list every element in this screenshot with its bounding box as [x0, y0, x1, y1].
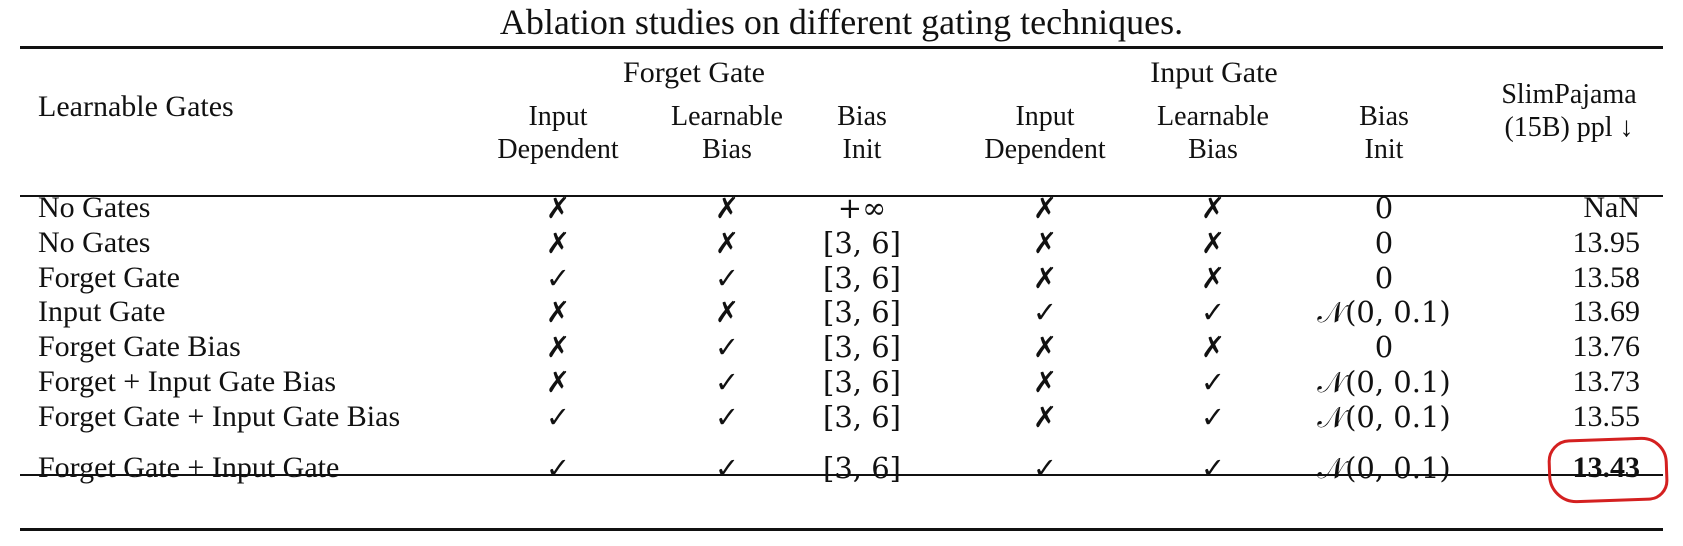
- cell-f-dep: ✗: [545, 295, 571, 329]
- cell-i-init: 𝒩(0, 0.1): [1317, 451, 1451, 485]
- cell-i-dep: ✓: [1032, 295, 1058, 329]
- cell-ppl: 13.76: [1572, 330, 1641, 363]
- mid-rule: [20, 474, 1663, 476]
- header-input-input-dependent: Input Dependent: [984, 100, 1105, 166]
- cell-name: Forget Gate Bias: [38, 330, 241, 363]
- cell-f-dep: ✗: [545, 191, 571, 225]
- bottom-rule: [20, 528, 1663, 531]
- cell-f-dep: ✗: [545, 365, 571, 399]
- cell-f-dep: ✓: [545, 451, 571, 485]
- header-line: Init: [1364, 134, 1404, 165]
- cell-i-init: 0: [1374, 191, 1394, 225]
- cell-name: No Gates: [38, 226, 151, 259]
- cell-i-dep: ✗: [1032, 261, 1058, 295]
- cell-ppl: 13.73: [1572, 365, 1641, 398]
- cell-f-dep: ✗: [545, 226, 571, 260]
- cell-name: Forget Gate: [38, 261, 180, 294]
- cell-f-init: [3, 6]: [823, 261, 901, 295]
- cell-f-init: [3, 6]: [823, 451, 901, 485]
- header-input-bias-init: Bias Init: [1359, 100, 1409, 166]
- cell-f-init: +∞: [837, 191, 887, 225]
- header-forget-input-dependent: Input Dependent: [497, 100, 618, 166]
- header-forget-bias-init: Bias Init: [837, 100, 887, 166]
- cell-f-lb: ✓: [714, 365, 740, 399]
- header-learnable-gates: Learnable Gates: [38, 90, 234, 123]
- cell-f-lb: ✓: [714, 330, 740, 364]
- cell-i-init: 0: [1374, 226, 1394, 260]
- cell-name: Forget + Input Gate Bias: [38, 365, 336, 398]
- cell-f-init: [3, 6]: [823, 365, 901, 399]
- cell-f-init: [3, 6]: [823, 226, 901, 260]
- cell-f-lb: ✓: [714, 451, 740, 485]
- header-line: Bias: [1359, 101, 1409, 132]
- header-forget-learnable-bias: Learnable Bias: [671, 100, 783, 166]
- header-line: Learnable: [1157, 101, 1269, 132]
- header-line: SlimPajama: [1501, 79, 1637, 110]
- cell-f-dep: ✗: [545, 330, 571, 364]
- cell-i-dep: ✗: [1032, 226, 1058, 260]
- cell-name: No Gates: [38, 191, 151, 224]
- cell-ppl: 13.55: [1572, 400, 1641, 433]
- header-line: Learnable: [671, 101, 783, 132]
- cell-i-lb: ✗: [1200, 191, 1226, 225]
- header-line: Input: [528, 101, 588, 132]
- cell-f-dep: ✓: [545, 261, 571, 295]
- cell-ppl: 13.58: [1572, 261, 1641, 294]
- header-line: Init: [842, 134, 882, 165]
- cell-name: Input Gate: [38, 295, 166, 328]
- cell-i-lb: ✓: [1200, 451, 1226, 485]
- cell-f-init: [3, 6]: [823, 295, 901, 329]
- cell-f-init: [3, 6]: [823, 330, 901, 364]
- cell-f-lb: ✗: [714, 295, 740, 329]
- header-line: Bias: [1188, 134, 1238, 165]
- header-rule: [20, 195, 1663, 197]
- cell-i-dep: ✓: [1032, 451, 1058, 485]
- cell-i-dep: ✗: [1032, 365, 1058, 399]
- cell-ppl: 13.69: [1572, 295, 1641, 328]
- cell-f-lb: ✓: [714, 261, 740, 295]
- cell-name: Forget Gate + Input Gate: [38, 451, 340, 484]
- highlight-circle: [1546, 435, 1670, 505]
- cell-i-dep: ✗: [1032, 400, 1058, 434]
- header-line: Dependent: [497, 134, 619, 165]
- cell-i-dep: ✗: [1032, 191, 1058, 225]
- cell-i-lb: ✓: [1200, 365, 1226, 399]
- cell-f-lb: ✓: [714, 400, 740, 434]
- table-caption: Ablation studies on different gating tec…: [499, 2, 1184, 42]
- cell-i-init: 𝒩(0, 0.1): [1317, 295, 1451, 329]
- header-line: Dependent: [984, 134, 1106, 165]
- header-slimpajama-ppl: SlimPajama (15B) ppl ↓: [1501, 78, 1636, 144]
- cell-i-init: 0: [1374, 330, 1394, 364]
- header-line: Bias: [837, 101, 887, 132]
- cell-i-init: 0: [1374, 261, 1394, 295]
- header-line: Input: [1015, 101, 1075, 132]
- header-forget-gate: Forget Gate: [623, 56, 765, 89]
- cell-i-init: 𝒩(0, 0.1): [1317, 400, 1451, 434]
- top-rule: [20, 46, 1663, 49]
- cell-i-lb: ✓: [1200, 295, 1226, 329]
- cell-i-lb: ✓: [1200, 400, 1226, 434]
- cell-f-dep: ✓: [545, 400, 571, 434]
- cell-i-init: 𝒩(0, 0.1): [1317, 365, 1451, 399]
- cell-ppl: 13.43: [1572, 451, 1641, 484]
- cell-i-lb: ✗: [1200, 330, 1226, 364]
- header-line: Bias: [702, 134, 752, 165]
- cell-ppl: NaN: [1583, 191, 1640, 224]
- cell-name: Forget Gate + Input Gate Bias: [38, 400, 401, 433]
- header-line: (15B) ppl ↓: [1504, 112, 1634, 143]
- header-input-gate: Input Gate: [1150, 56, 1278, 89]
- cell-i-dep: ✗: [1032, 330, 1058, 364]
- cell-ppl: 13.95: [1572, 226, 1641, 259]
- header-input-learnable-bias: Learnable Bias: [1157, 100, 1269, 166]
- cell-f-lb: ✗: [714, 191, 740, 225]
- cell-i-lb: ✗: [1200, 261, 1226, 295]
- cell-i-lb: ✗: [1200, 226, 1226, 260]
- cell-f-lb: ✗: [714, 226, 740, 260]
- cell-f-init: [3, 6]: [823, 400, 901, 434]
